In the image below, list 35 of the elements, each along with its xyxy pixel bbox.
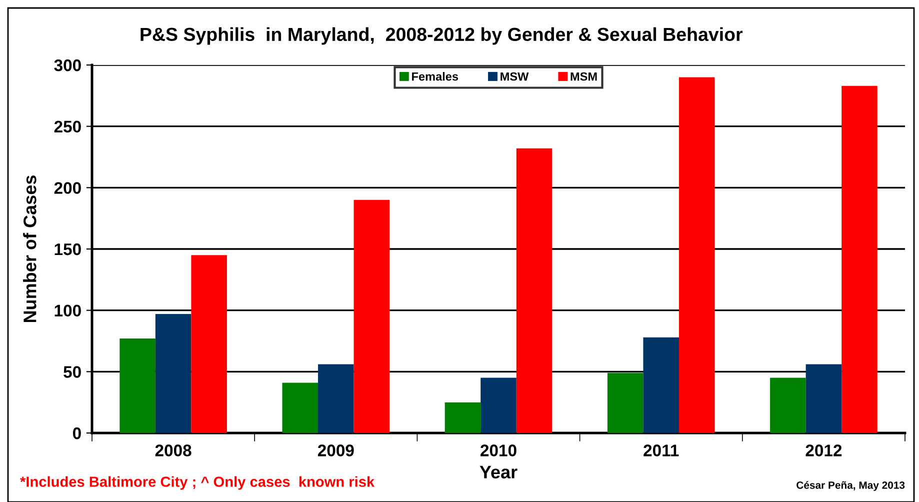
y-tick-label: 0	[72, 427, 81, 440]
x-tick-label: 2012	[806, 444, 842, 456]
chart-title: P&S Syphilis in Maryland, 2008-2012 by Gender & Sexual Behavior	[140, 27, 743, 45]
bar	[120, 338, 156, 433]
x-tick-label: 2009	[318, 444, 354, 456]
bar	[516, 148, 552, 433]
y-tick-label: 150	[54, 243, 81, 256]
bar	[282, 382, 318, 433]
y-axis-title: Number of Cases	[23, 175, 36, 322]
y-tick-label: 200	[54, 182, 81, 194]
y-tick-label: 250	[54, 120, 81, 133]
bar	[318, 364, 354, 433]
bar	[806, 364, 842, 433]
bar	[770, 378, 806, 433]
bar	[480, 378, 516, 433]
x-axis-title: Year	[480, 466, 518, 478]
bar	[354, 200, 390, 433]
text: César Peña, May 2013	[796, 481, 905, 491]
x-tick-label: 2011	[644, 444, 679, 456]
text: *Includes Baltimore City ; ^ Only cases known risk	[20, 476, 375, 490]
x-tick-label: 2008	[155, 444, 192, 456]
bar	[842, 86, 878, 433]
y-tick-label: 300	[54, 59, 81, 72]
legend-label: Females	[412, 72, 458, 81]
y-tick-label: 100	[54, 304, 81, 317]
bar	[607, 372, 644, 433]
y-tick-label: 50	[64, 366, 81, 378]
legend-label: MSW	[500, 72, 529, 81]
bar	[444, 402, 481, 433]
bar	[191, 255, 227, 433]
legend-label: MSM	[570, 72, 597, 81]
x-tick-label: 2010	[480, 444, 516, 456]
bar	[678, 77, 715, 433]
bar	[155, 314, 192, 433]
bar	[643, 337, 679, 433]
